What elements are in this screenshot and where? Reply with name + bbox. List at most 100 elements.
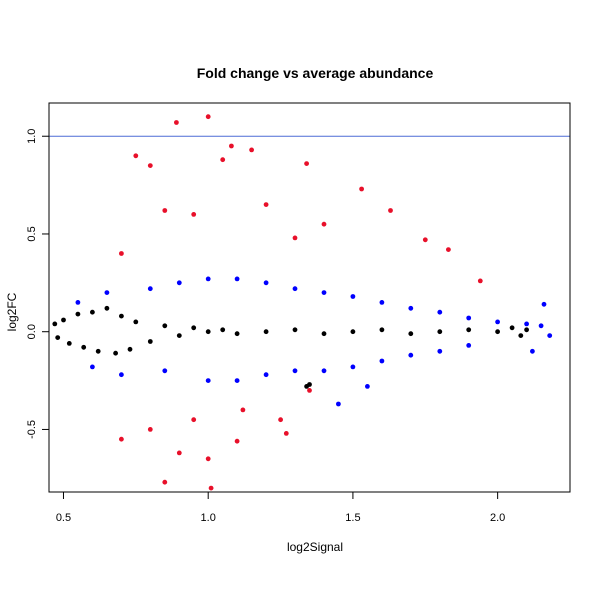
data-point <box>191 417 197 423</box>
data-point <box>524 327 529 333</box>
data-point <box>104 305 110 311</box>
data-point <box>147 163 153 169</box>
data-point <box>162 479 168 485</box>
data-point <box>220 327 226 333</box>
data-point <box>162 323 168 329</box>
data-point <box>307 388 312 393</box>
data-point <box>191 325 197 331</box>
x-axis: 0.5 1.0 1.5 2.0 <box>56 492 505 524</box>
data-point <box>55 335 61 340</box>
data-point <box>147 427 153 432</box>
data-point <box>205 329 211 335</box>
data-point <box>113 350 118 356</box>
data-point <box>388 208 393 213</box>
data-point <box>75 300 81 305</box>
data-point <box>205 378 211 383</box>
data-point <box>119 436 124 442</box>
data-point <box>205 276 211 282</box>
data-point <box>359 186 364 192</box>
data-point <box>379 358 385 364</box>
y-tick-label: -0.5 <box>26 420 38 439</box>
data-point <box>547 333 553 338</box>
data-point <box>321 331 327 337</box>
data-point <box>263 329 269 335</box>
y-axis-label: log2FC <box>5 292 19 331</box>
data-point <box>147 339 153 344</box>
points-layer <box>52 114 553 491</box>
data-point <box>90 364 95 370</box>
data-point <box>234 438 240 444</box>
data-point <box>119 251 124 256</box>
data-point <box>304 161 309 167</box>
data-point <box>336 401 341 407</box>
data-point <box>292 235 298 241</box>
data-point <box>205 456 211 462</box>
data-point <box>350 329 356 335</box>
data-point <box>90 309 95 315</box>
chart-title: Fold change vs average abundance <box>197 65 434 81</box>
data-point <box>263 202 269 208</box>
data-point <box>147 286 153 292</box>
data-point <box>408 352 414 358</box>
data-point <box>283 431 289 436</box>
data-point <box>162 368 168 374</box>
data-point <box>538 323 544 329</box>
data-point <box>176 333 182 338</box>
data-point <box>234 331 240 337</box>
x-tick-label: 0.5 <box>56 512 71 524</box>
data-point <box>350 294 356 299</box>
y-tick-label: 0.0 <box>26 324 38 339</box>
data-point <box>408 331 414 337</box>
data-point <box>321 290 327 295</box>
data-point <box>466 315 472 321</box>
plot-frame <box>48 102 571 493</box>
data-point <box>229 143 234 149</box>
data-point <box>52 321 58 327</box>
data-point <box>495 329 500 335</box>
data-point <box>524 321 529 327</box>
data-point <box>530 348 535 354</box>
data-point <box>263 372 269 378</box>
data-point <box>127 346 133 352</box>
data-point <box>437 329 443 335</box>
data-point <box>191 212 197 217</box>
data-point <box>446 247 451 253</box>
data-point <box>205 114 211 120</box>
data-point <box>379 300 385 305</box>
data-point <box>119 372 124 378</box>
x-tick-label: 2.0 <box>490 512 505 524</box>
data-point <box>75 311 81 317</box>
data-point <box>119 313 124 319</box>
y-tick-label: 0.5 <box>26 226 38 241</box>
data-point <box>379 327 385 333</box>
x-axis-label: log2Signal <box>287 540 343 554</box>
data-point <box>249 147 255 153</box>
data-point <box>437 309 443 315</box>
data-point <box>495 319 500 325</box>
data-point <box>321 221 327 227</box>
data-point <box>220 157 226 163</box>
data-point <box>234 276 240 282</box>
data-point <box>321 368 327 374</box>
data-point <box>61 317 66 323</box>
data-point <box>162 208 168 213</box>
data-point <box>234 378 240 383</box>
data-point <box>176 450 182 456</box>
data-point <box>174 120 179 125</box>
data-point <box>95 348 101 354</box>
data-point <box>292 286 298 292</box>
y-axis: -0.5 0.0 0.5 1.0 <box>26 129 49 439</box>
data-point <box>541 301 547 307</box>
data-point <box>104 290 110 295</box>
data-point <box>133 153 139 159</box>
data-point <box>278 417 283 423</box>
data-point <box>292 327 298 333</box>
data-point <box>437 348 443 354</box>
data-point <box>518 333 524 338</box>
data-point <box>477 278 483 284</box>
data-point <box>350 364 356 370</box>
data-point <box>176 280 182 286</box>
data-point <box>240 407 246 413</box>
data-point <box>422 237 428 243</box>
